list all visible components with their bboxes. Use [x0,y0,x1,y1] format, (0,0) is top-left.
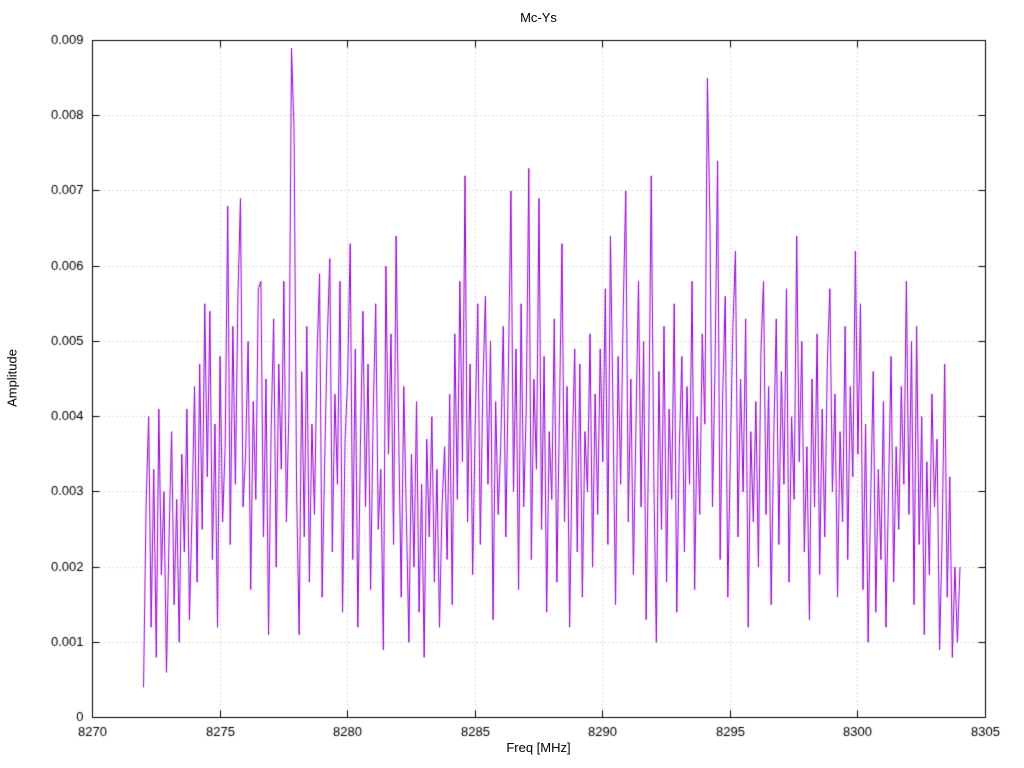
y-axis-label: Amplitude [4,349,20,407]
x-axis-label: Freq [MHz] [506,740,571,755]
chart-title: Mc-Ys [520,10,557,25]
